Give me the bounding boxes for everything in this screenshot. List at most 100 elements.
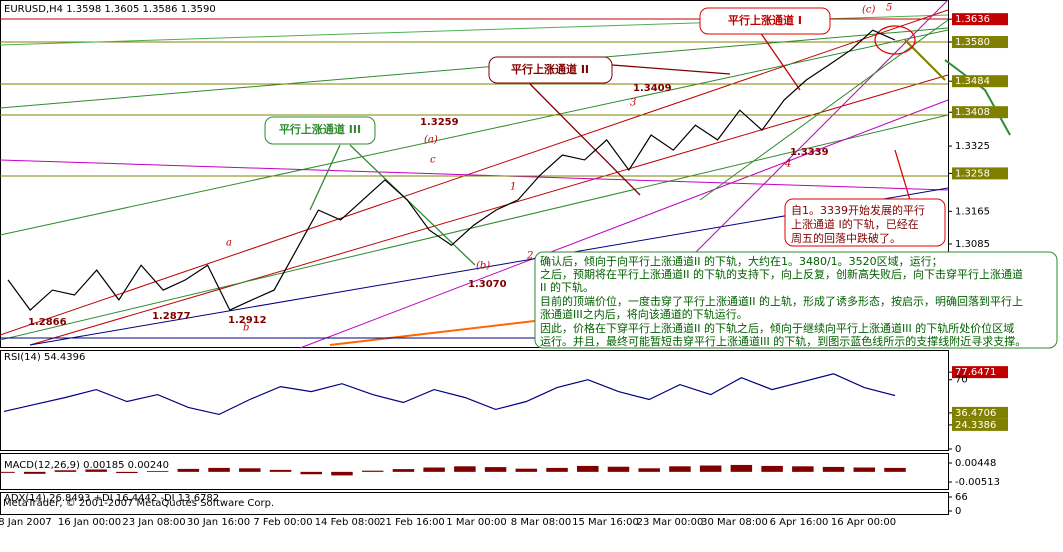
wave-label: 3 [630,98,636,109]
tick-highlight [952,418,1008,431]
y-tick-label: 1.3580 [955,37,990,48]
tick-highlight [952,406,1008,419]
histogram-bar [331,471,353,476]
channel-label: 平行上涨通道 II [511,62,589,76]
price-label: 1.2912 [228,315,267,326]
note-line: 运行。并且，最终可能暂短击穿平行上涨通道III 的下轨，到图示蓝色线所示的支撑线… [540,334,1026,348]
tick-highlight [952,366,1008,379]
tick-highlight [952,106,1008,119]
channel-box [488,56,613,84]
note-box [534,251,1058,349]
y-tick-label: 0 [955,506,961,517]
histogram-bar [699,465,722,472]
x-tick-label: 8 Jan 2007 [0,517,52,528]
y-tick-label: 24.3386 [955,420,996,431]
x-tick-label: 30 Mar 08:00 [701,517,768,528]
y-tick-label: 77.6471 [955,367,996,378]
histogram-bar [208,467,230,472]
y-tick-label: -0.00513 [955,477,1000,488]
price-label: 1.2877 [152,311,191,322]
histogram-bar [515,468,538,472]
y-tick-label: 1.3636 [955,14,990,25]
y-tick-label: 1.3484 [955,76,990,87]
x-tick-label: 6 Apr 16:00 [770,517,829,528]
y-tick-label: 0.00448 [955,458,996,469]
price-labels: 1.3409 1.3259 1.3339 1.3070 1.2866 1.287… [28,83,829,328]
indicator-title: MACD(12,26,9) 0.00185 0.00240 [4,460,169,471]
price-label: 1.2866 [28,317,67,328]
indicator-title: RSI(14) 54.4396 [4,352,85,363]
note-box [784,198,946,247]
y-tick-label: 1.3085 [955,239,990,250]
tick-highlight [952,167,1008,180]
y-tick-label: 66 [955,492,968,503]
histogram-bar [423,467,445,472]
histogram-bar [577,465,599,472]
note-line: 涨通道III之内后，将向该通道的下轨运行。 [540,307,748,321]
histogram-bar [177,468,200,472]
y-tick-label: 0 [955,444,961,455]
arrows [309,25,1011,266]
note-line: 上涨通道 I的下轨，已经在 [791,217,919,231]
note-line: 之后，预期将在平行上涨通道II 的下轨的支持下，向上反复，创新高失败后，向下击穿… [540,267,1023,281]
channel-label: 平行上涨通道 III [279,122,361,136]
histogram-bar [116,471,138,474]
channel-label: 平行上涨通道 I [728,13,802,27]
price-panel [0,0,949,348]
wave-label: b [243,323,249,334]
x-tick-label: 15 Mar 16:00 [572,517,639,528]
price-label: 1.3339 [790,147,829,158]
note-line: II 的下轨。 [540,280,594,294]
histogram-bar [853,467,876,472]
x-tick-label: 30 Jan 16:00 [187,517,250,528]
channel-box [699,7,831,35]
wave-label: a [226,238,232,249]
y-tick-label: 70 [955,375,968,386]
histogram-bar [269,469,292,472]
histogram-bar [0,471,15,473]
wave-label: 4 [784,159,791,170]
wave-label: 1 [510,182,516,193]
price-line [3,373,896,416]
y-tick-label: 1.3258 [955,168,990,179]
histogram-bar [239,468,261,472]
price-label: 1.3409 [633,83,672,94]
histogram-bar [761,465,783,472]
y-tick-label: 1.3165 [955,206,990,217]
wave-label: (a) [424,135,438,146]
note-line: 目前的顶端价位，一度击穿了平行上涨通道II 的上轨，形成了诱多形态，按启示，明确… [540,294,1023,308]
rsi-panel [0,350,949,451]
histogram-bar [300,471,322,475]
wave-label: (b) [476,261,490,272]
x-tick-label: 16 Jan 00:00 [58,517,121,528]
note-line: 确认后，倾向于向平行上涨通道II 的下轨，大约在1。3480/1。3520区域，… [540,254,943,268]
copyright: MetaTrader, © 2001-2007 MetaQuotes Softw… [3,498,274,509]
histogram-bar [638,468,660,472]
wave-label: 5 [886,3,892,14]
x-tick-label: 8 Mar 08:00 [511,517,571,528]
price-label: 1.3070 [468,279,507,290]
tick-highlight [952,75,1008,88]
histogram-bar [484,467,507,472]
note-line: 周五的回落中跌破了。 [791,231,901,245]
channel-box [264,116,376,145]
histogram-bar [392,469,415,472]
histogram-bar [822,466,845,472]
histogram-bar [23,471,46,474]
x-tick-label: 21 Feb 16:00 [379,517,445,528]
x-tick-label: 23 Jan 08:00 [122,517,185,528]
adx-panel [0,492,949,515]
histogram-bar [454,466,476,472]
price-line [7,29,896,311]
note-line: 因此，价格在下穿平行上涨通道II 的下轨之后，倾向于继续向平行上涨通道III 的… [540,321,1014,335]
histogram-bar [730,464,753,472]
wave-labels: (c) 5 3 (a) c 1 4 (b) 2 a b [226,3,892,334]
y-tick-label: 1.3325 [955,141,990,152]
macd-panel [0,453,949,490]
x-tick-label: 16 Apr 00:00 [831,517,896,528]
histogram-bar [669,466,691,472]
histogram-bar [54,470,77,472]
x-tick-label: 14 Feb 08:00 [315,517,381,528]
histogram-bar [361,470,384,472]
